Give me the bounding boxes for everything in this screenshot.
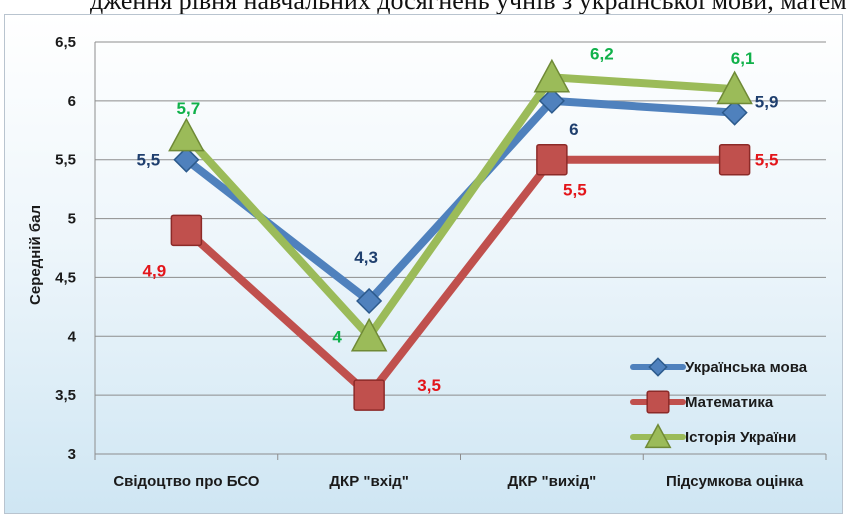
data-label: 6	[569, 120, 578, 139]
y-tick-label: 3	[68, 446, 76, 463]
legend-marker	[644, 423, 672, 449]
data-point-marker	[170, 214, 203, 247]
data-point-marker	[353, 379, 385, 411]
data-point-marker	[536, 143, 568, 176]
legend-marker	[646, 390, 670, 414]
data-label: 6,1	[731, 49, 755, 68]
data-label: 5,7	[177, 99, 201, 118]
data-point-marker	[716, 70, 753, 105]
x-tick-label: Свідоцтво про БСО	[113, 473, 259, 490]
data-label: 3,5	[417, 376, 441, 395]
data-label: 6,2	[590, 44, 614, 63]
x-tick-label: ДКР "вхід"	[329, 473, 409, 490]
legend-marker	[648, 357, 668, 377]
legend: Українська мова Математика Історія України	[630, 357, 808, 449]
heading-text: дження рівня навчальних досягнень учнів …	[90, 0, 847, 14]
legend-label: Математика	[685, 394, 774, 411]
data-point-marker	[538, 87, 565, 114]
data-point-marker	[173, 146, 200, 173]
y-tick-label: 6,5	[55, 34, 76, 51]
x-tick-labels: Свідоцтво про БСО ДКР "вхід" ДКР "вихід" Пі…	[113, 473, 804, 490]
series-markers	[168, 58, 753, 411]
data-point-marker	[721, 99, 748, 126]
y-tick-label: 3,5	[55, 387, 76, 404]
data-label: 5,5	[137, 151, 161, 170]
data-point-marker	[168, 117, 205, 152]
series-line-2	[182, 73, 739, 341]
y-tick-label: 6	[68, 93, 76, 110]
data-point-marker	[533, 58, 571, 93]
series-line-1	[182, 155, 739, 400]
data-label: 5,5	[755, 151, 779, 170]
data-label: 4,9	[143, 261, 167, 280]
data-point-marker	[356, 287, 383, 315]
legend-label: Історія України	[685, 429, 796, 446]
x-tick-label: ДКР "вихід"	[508, 473, 597, 490]
data-labels: 5,5 4,3 6 5,9 4,9 3,5 5,5 5,5 5,7 4 6,2 6,1	[137, 44, 779, 395]
series-lines	[182, 73, 739, 400]
data-label: 4,3	[354, 248, 378, 267]
data-point-marker	[350, 317, 388, 352]
y-axis-label: Середній бал	[27, 205, 44, 305]
data-label: 5,5	[563, 181, 587, 200]
y-tick-label: 5,5	[55, 152, 76, 169]
cut-off-heading: дження рівня навчальних досягнень учнів …	[0, 0, 847, 14]
x-tick-label: Підсумкова оцінка	[666, 473, 804, 490]
data-label: 4	[332, 327, 342, 346]
y-tick-labels: 3 3,5 4 4,5 5 5,5 6 6,5	[55, 34, 77, 463]
legend-label: Українська мова	[685, 359, 808, 376]
y-tick-label: 4	[68, 328, 77, 345]
y-tick-label: 5	[68, 211, 76, 228]
data-point-marker	[718, 143, 751, 176]
gridlines	[94, 41, 827, 460]
y-tick-label: 4,5	[55, 269, 76, 286]
data-label: 5,9	[755, 93, 779, 112]
